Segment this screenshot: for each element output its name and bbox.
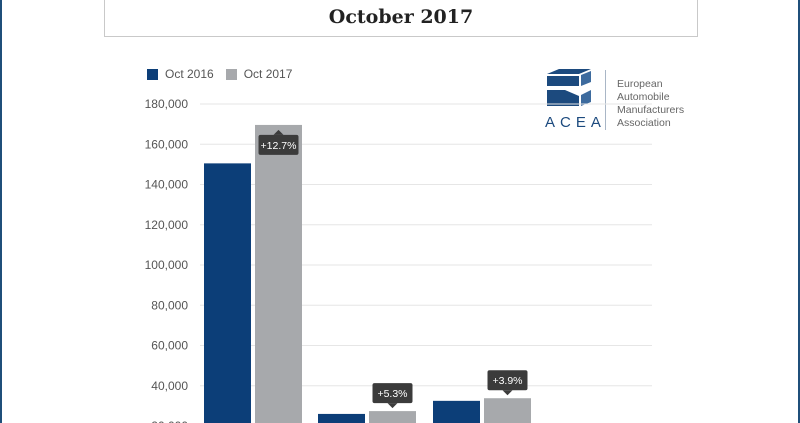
acea-logo-acronym: ACEA <box>545 114 606 131</box>
frame-border-left <box>0 0 2 423</box>
change-badge-pointer <box>387 403 398 409</box>
frame-border-right <box>798 0 800 423</box>
legend-swatch-oct-2017 <box>225 68 237 80</box>
logo-name-line: Manufacturers <box>617 104 685 116</box>
acea-logo-name: European Automobile Manufacturers Associ… <box>617 78 684 130</box>
bar-oct-2017 <box>369 411 416 423</box>
legend-item-oct-2016: Oct 2016 <box>147 67 214 81</box>
bar-oct-2016 <box>433 400 480 423</box>
change-label: +12.7% <box>261 140 297 152</box>
bar-oct-2017 <box>255 124 302 423</box>
y-tick-label: 160,000 <box>145 137 189 151</box>
acea-logo: ACEA European Automobile Manufacturers A… <box>545 68 705 133</box>
y-tick-label: 140,000 <box>145 178 189 192</box>
y-tick-label: 80,000 <box>151 298 188 312</box>
logo-name-line: European <box>617 78 663 90</box>
change-badge-pointer <box>502 390 513 396</box>
y-tick-label: 100,000 <box>145 258 189 272</box>
y-tick-label: 40,000 <box>151 379 188 393</box>
logo-divider <box>605 70 606 130</box>
y-tick-label: 180,000 <box>145 97 189 111</box>
change-badge <box>258 134 299 155</box>
y-tick-label: 120,000 <box>145 218 189 232</box>
legend: Oct 2016 Oct 2017 <box>147 67 304 81</box>
chart-title: October 2017 <box>328 6 474 28</box>
change-badge <box>372 383 413 404</box>
change-label: +3.9% <box>492 375 522 387</box>
legend-swatch-oct-2016 <box>147 68 158 80</box>
bar-oct-2016 <box>318 413 365 423</box>
bar-oct-2017 <box>484 398 531 423</box>
bar-oct-2016 <box>204 163 251 423</box>
logo-name-line: Automobile <box>617 91 670 103</box>
change-badge <box>487 370 528 391</box>
change-badge-pointer <box>273 129 284 135</box>
title-box: October 2017 <box>104 0 698 37</box>
legend-label-oct-2016: Oct 2016 <box>165 67 214 81</box>
logo-name-line: Association <box>617 117 671 129</box>
y-tick-label: 60,000 <box>151 339 188 353</box>
y-tick-label: 20,000 <box>151 419 188 423</box>
legend-item-oct-2017: Oct 2017 <box>225 67 293 81</box>
acea-logo-icon <box>547 69 591 106</box>
change-label: +5.3% <box>377 388 407 400</box>
legend-label-oct-2017: Oct 2017 <box>243 67 293 81</box>
